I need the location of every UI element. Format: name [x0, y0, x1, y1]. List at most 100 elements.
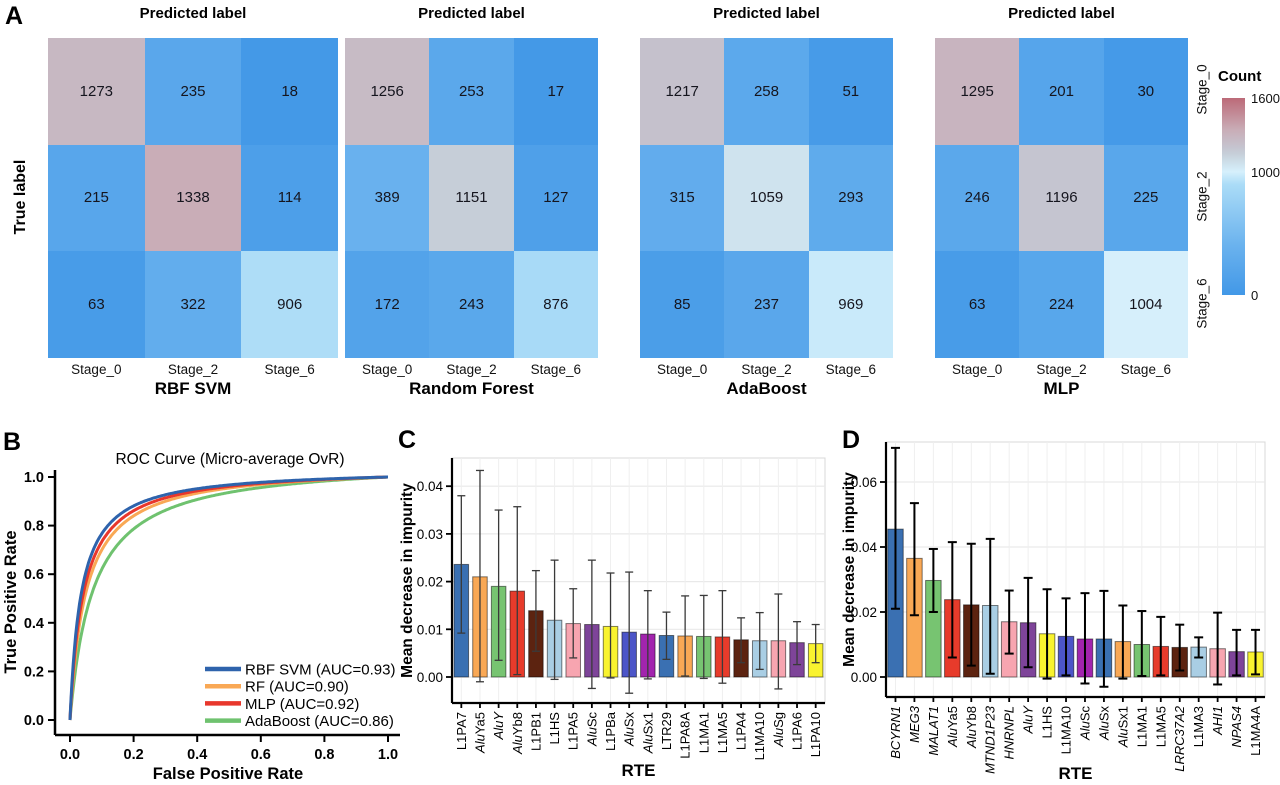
- x-tick-label: L1HS: [1040, 706, 1055, 739]
- y-tick-label: 0.04: [851, 540, 878, 555]
- x-tick-label: AluYb8: [964, 706, 979, 749]
- x-axis-label: RTE: [1059, 764, 1093, 783]
- x-tick-label: MTND1P23: [983, 705, 998, 774]
- legend-entry: RBF SVM (AUC=0.93): [245, 662, 395, 679]
- x-tick-label: AluSg: [771, 712, 786, 748]
- confusion-cell-r0c1: 201: [1019, 38, 1104, 145]
- y-axis-label-true-label: True label: [12, 159, 29, 235]
- x-tick-label: L1PA4: [734, 712, 749, 750]
- y-tick-label: 0.4: [24, 616, 44, 632]
- confusion-cell-r1c0: 315: [640, 144, 725, 252]
- y-tick-label: 0.2: [24, 664, 44, 680]
- y-tick-label: 0.0: [24, 713, 44, 729]
- y-tick-label: 0.06: [851, 475, 877, 490]
- confusion-cell-r1c0: 389: [345, 144, 430, 252]
- x-tick-label: NPAS4: [1229, 706, 1244, 748]
- x-tick-label: AluSc: [1077, 706, 1092, 741]
- x-tick-label: L1MA3: [1191, 706, 1206, 747]
- colorbar-tick-label: 1600: [1251, 91, 1280, 106]
- x-tick-label: L1MA5: [715, 712, 730, 753]
- row-tick-label: Stage_2: [1194, 171, 1210, 222]
- confusion-cell-r2c2: 906: [241, 251, 338, 358]
- confusion-cell-r2c0: 172: [345, 251, 430, 358]
- x-tick-label: Stage_6: [264, 362, 315, 377]
- colorbar-tick-label: 0: [1251, 288, 1259, 303]
- x-tick-label: L1PA5: [566, 712, 581, 750]
- colorbar-title: Count: [1218, 68, 1262, 85]
- x-tick-label: Stage_0: [362, 362, 413, 377]
- y-tick-label: 0.03: [417, 527, 443, 542]
- confusion-cell-r0c0: 1217: [640, 38, 725, 145]
- x-tick-label: LTR29: [659, 712, 674, 750]
- x-tick-label: 0.8: [314, 747, 334, 763]
- x-tick-label: Stage_0: [657, 362, 708, 377]
- x-tick-label: AluY: [491, 711, 506, 741]
- x-tick-label: 0.2: [124, 747, 144, 763]
- x-axis-label: RTE: [622, 761, 656, 780]
- confusion-cell-r2c0: 63: [48, 251, 145, 358]
- colorbar-gradient: [1222, 98, 1245, 295]
- confusion-cell-r0c2: 51: [808, 38, 893, 145]
- x-tick-label: L1MA10: [1059, 706, 1074, 754]
- roc-curve-0: [68, 475, 389, 721]
- confusion-cell-r1c2: 114: [241, 144, 338, 252]
- y-tick-label: 0.8: [24, 519, 44, 535]
- y-axis-label: True Positive Rate: [2, 530, 20, 673]
- x-tick-label: L1MA1: [696, 712, 711, 753]
- x-tick-label: 0.4: [187, 747, 207, 763]
- matrix-title-predicted-label: Predicted label: [1008, 5, 1115, 22]
- plot-frame: [451, 457, 826, 704]
- x-tick-label: Stage_0: [952, 362, 1003, 377]
- x-tick-label: Stage_2: [741, 362, 792, 377]
- classifier-name-label: MLP: [1043, 379, 1080, 398]
- confusion-cell-r2c2: 969: [808, 251, 893, 358]
- confusion-cell-r2c0: 63: [935, 251, 1020, 358]
- legend-entry: AdaBoost (AUC=0.86): [245, 713, 394, 730]
- confusion-cell-r2c1: 322: [144, 251, 242, 358]
- confusion-cell-r1c1: 1151: [429, 144, 514, 252]
- y-tick-label: 0.00: [851, 670, 877, 685]
- x-tick-label: BCYRN1: [888, 706, 903, 759]
- panel-label-c: C: [398, 426, 417, 454]
- x-tick-label: MALAT1: [926, 706, 941, 756]
- confusion-cell-r0c2: 17: [513, 38, 598, 145]
- x-tick-label: AluSx: [622, 712, 637, 747]
- matrix-title-predicted-label: Predicted label: [418, 5, 525, 22]
- plot-frame: [885, 441, 1266, 698]
- confusion-cell-r0c1: 235: [144, 38, 242, 145]
- x-tick-label: L1PBa: [603, 711, 618, 751]
- y-axis-label: Mean decrease in impurity: [841, 472, 858, 667]
- x-tick-label: L1PA6: [790, 712, 805, 750]
- colorbar-tick-label: 1000: [1251, 164, 1280, 180]
- x-tick-label: L1MA4A: [1248, 706, 1263, 756]
- x-tick-label: Stage_0: [71, 362, 122, 377]
- x-tick-label: Stage_6: [1120, 362, 1171, 377]
- x-tick-label: 0.0: [60, 747, 80, 763]
- x-tick-label: HNRNPL: [1002, 706, 1017, 759]
- confusion-cell-r0c0: 1295: [935, 38, 1020, 145]
- row-tick-label: Stage_6: [1194, 278, 1210, 329]
- legend-entry: MLP (AUC=0.92): [245, 696, 359, 713]
- x-tick-label: AluSx1: [640, 712, 655, 754]
- y-tick-label: 0.02: [851, 605, 877, 620]
- y-tick-label: 0.02: [417, 575, 443, 590]
- matrix-title-predicted-label: Predicted label: [139, 5, 247, 22]
- x-tick-label: 1.0: [378, 747, 398, 763]
- x-tick-label: L1PA10: [808, 712, 823, 757]
- x-tick-label: L1PA7: [454, 712, 469, 750]
- panel-b-roc-chart: ROC Curve (Micro-average OvR) 0.0 0.2 0.4 0.…: [2, 451, 400, 783]
- x-tick-label: L1MA1: [1134, 706, 1149, 747]
- panel-label-b: B: [3, 428, 22, 456]
- x-tick-label: L1MA10: [752, 712, 767, 760]
- x-tick-label: AluSc: [584, 712, 599, 747]
- x-tick-label: Stage_6: [530, 362, 581, 377]
- x-tick-label: Stage_2: [446, 362, 497, 377]
- confusion-cell-r2c0: 85: [640, 251, 725, 358]
- confusion-cell-r1c0: 215: [48, 144, 145, 252]
- classifier-name-label: RBF SVM: [154, 379, 232, 398]
- x-tick-label: Stage_2: [167, 362, 219, 377]
- x-tick-label: AluSx1: [1115, 706, 1130, 748]
- x-tick-label: Stage_6: [825, 362, 876, 377]
- x-tick-label: AluYb8: [510, 712, 525, 755]
- panel-c-bar-chart: 0.00 0.01 0.02 0.03 0.04 L1PA7 AluYa5 AluY AluYb…: [400, 457, 826, 780]
